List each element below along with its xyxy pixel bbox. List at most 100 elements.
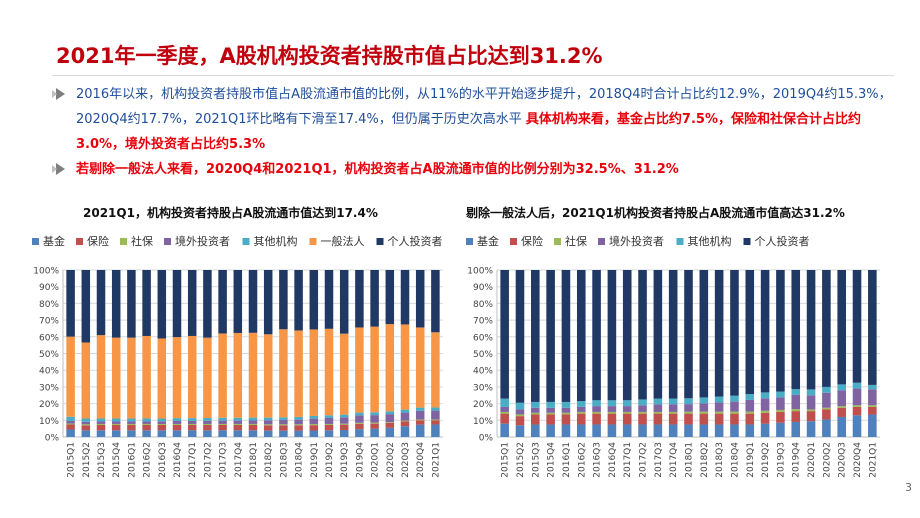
- bar-segment: [218, 270, 227, 334]
- bar-segment: [203, 430, 212, 437]
- bar-segment: [355, 415, 364, 423]
- legend-label: 社保: [565, 234, 587, 248]
- bar-segment: [699, 270, 709, 398]
- bar-segment: [248, 424, 258, 431]
- x-tick-label: 2018Q1: [249, 442, 259, 478]
- bar-segment: [248, 420, 258, 424]
- bar-segment: [684, 404, 693, 412]
- bar-segment: [415, 327, 425, 408]
- bar-segment: [576, 406, 586, 412]
- legend-swatch: [466, 238, 473, 245]
- legend-label: 保险: [521, 234, 543, 248]
- bar-segment: [531, 401, 540, 408]
- bar-segment: [653, 411, 663, 414]
- bar-segment: [157, 423, 167, 425]
- bar-segment: [822, 407, 831, 410]
- bar-segment: [203, 423, 212, 425]
- x-tick-label: 2019Q2: [325, 442, 335, 478]
- x-tick-label: 2015Q4: [547, 442, 557, 478]
- bar-segment: [868, 389, 877, 406]
- y-tick-label: 0%: [479, 434, 494, 444]
- bar-segment: [127, 421, 136, 424]
- bar-segment: [400, 426, 410, 437]
- bar-segment: [776, 397, 785, 410]
- bar-segment: [745, 394, 755, 400]
- bar-segment: [355, 422, 364, 424]
- x-tick-label: 2019Q2: [761, 442, 771, 478]
- legend-label: 个人投资者: [388, 234, 443, 248]
- y-tick-label: 70%: [473, 317, 493, 327]
- x-tick-label: 2016Q1: [562, 442, 572, 478]
- bar-segment: [622, 413, 632, 425]
- bar-segment: [127, 270, 136, 338]
- bar-segment: [157, 430, 167, 437]
- bar-segment: [852, 388, 862, 406]
- y-tick-label: 10%: [473, 417, 493, 427]
- bar-segment: [576, 270, 586, 402]
- bar-segment: [218, 430, 227, 437]
- bar-segment: [653, 270, 663, 399]
- bar-segment: [714, 413, 724, 425]
- bar-segment: [400, 412, 410, 421]
- bar-segment: [714, 402, 724, 412]
- bar-segment: [355, 423, 364, 430]
- bar-segment: [431, 270, 440, 333]
- x-tick-label: 2017Q1: [623, 442, 633, 478]
- bar-segment: [714, 270, 724, 397]
- x-tick-label: 2020Q1: [807, 442, 817, 478]
- x-tick-label: 2020Q3: [401, 442, 411, 478]
- bar-segment: [837, 390, 846, 407]
- bullet-arrow-icon: [52, 163, 65, 175]
- bar-segment: [760, 412, 770, 424]
- x-tick-label: 2016Q4: [173, 442, 183, 478]
- bar-segment: [806, 389, 816, 396]
- bar-segment: [96, 423, 106, 425]
- bar-segment: [607, 400, 617, 407]
- bar-segment: [294, 416, 303, 420]
- x-tick-label: 2016Q3: [593, 442, 603, 478]
- bar-segment: [822, 392, 831, 408]
- bar-segment: [66, 270, 75, 337]
- y-tick-label: 90%: [473, 283, 493, 293]
- bar-segment: [576, 413, 586, 425]
- bar-segment: [142, 424, 151, 431]
- bar-segment: [791, 409, 801, 412]
- bar-segment: [309, 425, 319, 431]
- bar-segment: [592, 413, 601, 425]
- page-title: 2021年一季度，A股机构投资者持股市值占比达到31.2%: [56, 44, 603, 68]
- bar-segment: [370, 270, 379, 327]
- bar-segment: [837, 270, 846, 385]
- bar-segment: [791, 389, 801, 395]
- bar-segment: [684, 413, 693, 425]
- y-tick-label: 30%: [39, 383, 59, 393]
- bar-segment: [515, 402, 525, 410]
- bar-segment: [187, 418, 197, 421]
- bar-segment: [745, 424, 755, 437]
- bar-segment: [339, 333, 349, 415]
- bar-segment: [400, 420, 410, 422]
- y-tick-label: 80%: [39, 300, 59, 310]
- bar-segment: [142, 418, 151, 422]
- bar-segment: [81, 421, 91, 425]
- x-tick-label: 2015Q4: [112, 442, 122, 478]
- bar-segment: [837, 407, 846, 417]
- bar-segment: [760, 423, 770, 437]
- bar-segment: [309, 418, 319, 425]
- bar-segment: [638, 399, 647, 406]
- legend-label: 社保: [131, 234, 153, 248]
- bar-segment: [607, 411, 617, 414]
- legend-label: 基金: [477, 234, 499, 248]
- bar-segment: [745, 411, 755, 414]
- bar-segment: [66, 420, 75, 424]
- bar-segment: [370, 423, 379, 429]
- bar-segment: [431, 419, 440, 421]
- bar-segment: [546, 424, 555, 437]
- y-tick-label: 70%: [39, 317, 59, 327]
- bar-segment: [111, 430, 121, 437]
- y-tick-label: 40%: [39, 367, 59, 377]
- y-tick-label: 30%: [473, 383, 493, 393]
- bar-segment: [172, 270, 182, 338]
- bar-segment: [415, 270, 425, 328]
- legend-swatch: [510, 238, 517, 245]
- bar-segment: [638, 424, 647, 437]
